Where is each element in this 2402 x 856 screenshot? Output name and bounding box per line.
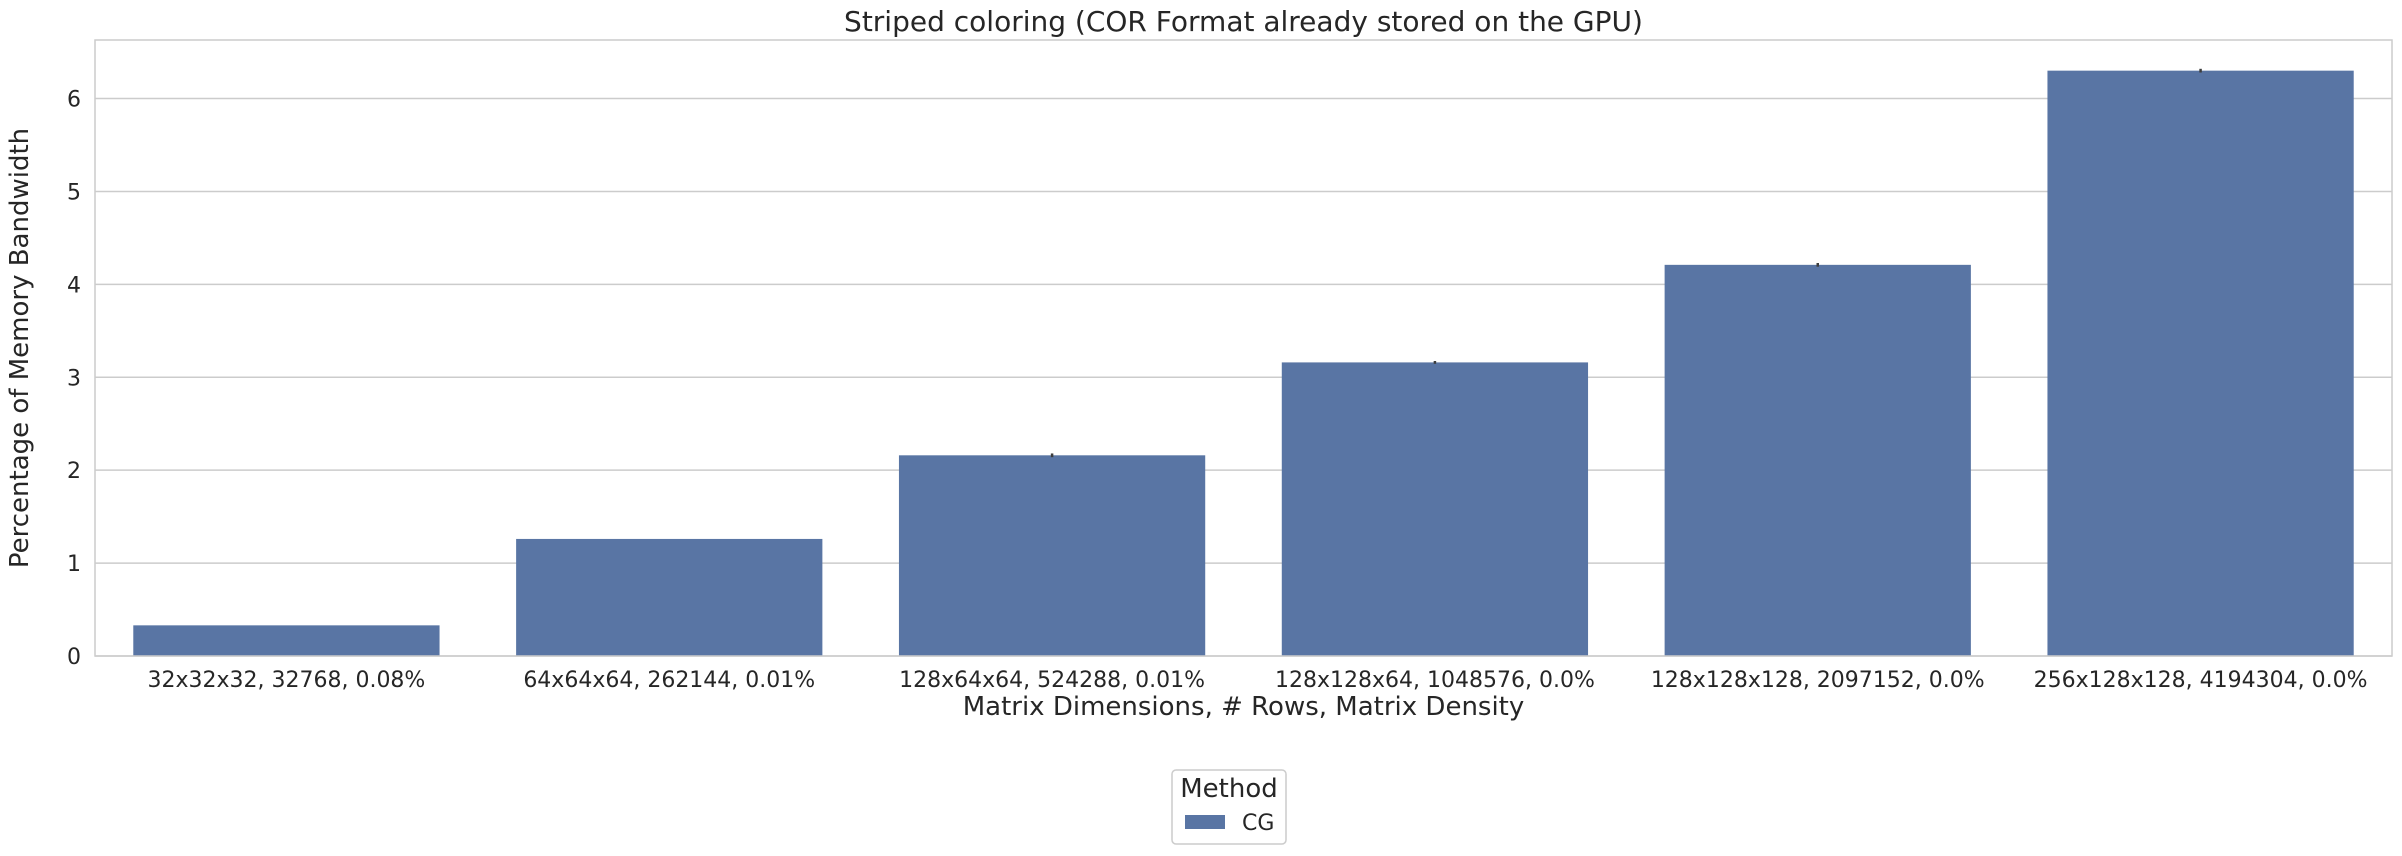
y-tick-label: 5 bbox=[67, 180, 81, 205]
gridlines bbox=[95, 97, 2392, 657]
chart-title: Striped coloring (COR Format already sto… bbox=[844, 5, 1643, 38]
x-tick-label: 128x128x128, 2097152, 0.0% bbox=[1651, 668, 1985, 693]
x-tick-label: 32x32x32, 32768, 0.08% bbox=[147, 668, 425, 693]
legend-swatch-cg bbox=[1185, 815, 1225, 829]
x-tick-label: 256x128x128, 4194304, 0.0% bbox=[2034, 668, 2368, 693]
bar-0 bbox=[133, 625, 440, 656]
plot-frame bbox=[94, 39, 2393, 657]
bar-1 bbox=[516, 538, 823, 656]
x-tick-label: 64x64x64, 262144, 0.01% bbox=[523, 668, 815, 693]
y-tick-label: 4 bbox=[67, 273, 81, 298]
y-axis-ticks: 0 1 2 3 4 5 6 bbox=[67, 88, 81, 670]
y-tick-label: 0 bbox=[67, 645, 81, 670]
bar-3 bbox=[1281, 362, 1589, 656]
x-tick-label: 128x128x64, 1048576, 0.0% bbox=[1275, 668, 1595, 693]
bars bbox=[133, 70, 2354, 656]
x-tick-label: 128x64x64, 524288, 0.01% bbox=[899, 668, 1205, 693]
y-tick-label: 2 bbox=[67, 459, 81, 484]
x-axis-label: Matrix Dimensions, # Rows, Matrix Densit… bbox=[963, 692, 1525, 722]
x-axis-ticks: 32x32x32, 32768, 0.08% 64x64x64, 262144, … bbox=[147, 668, 2367, 693]
y-tick-label: 3 bbox=[67, 366, 81, 391]
y-tick-label: 6 bbox=[67, 88, 81, 113]
bar-5 bbox=[2047, 70, 2354, 656]
legend-title: Method bbox=[1180, 774, 1278, 804]
legend: Method CG bbox=[1171, 769, 1287, 845]
legend-label-cg: CG bbox=[1242, 811, 1274, 836]
y-tick-label: 1 bbox=[67, 552, 81, 577]
bar-4 bbox=[1664, 264, 1971, 656]
bar-2 bbox=[898, 455, 1206, 656]
error-bars bbox=[1050, 68, 2202, 458]
y-axis-label: Percentage of Memory Bandwidth bbox=[5, 128, 35, 568]
